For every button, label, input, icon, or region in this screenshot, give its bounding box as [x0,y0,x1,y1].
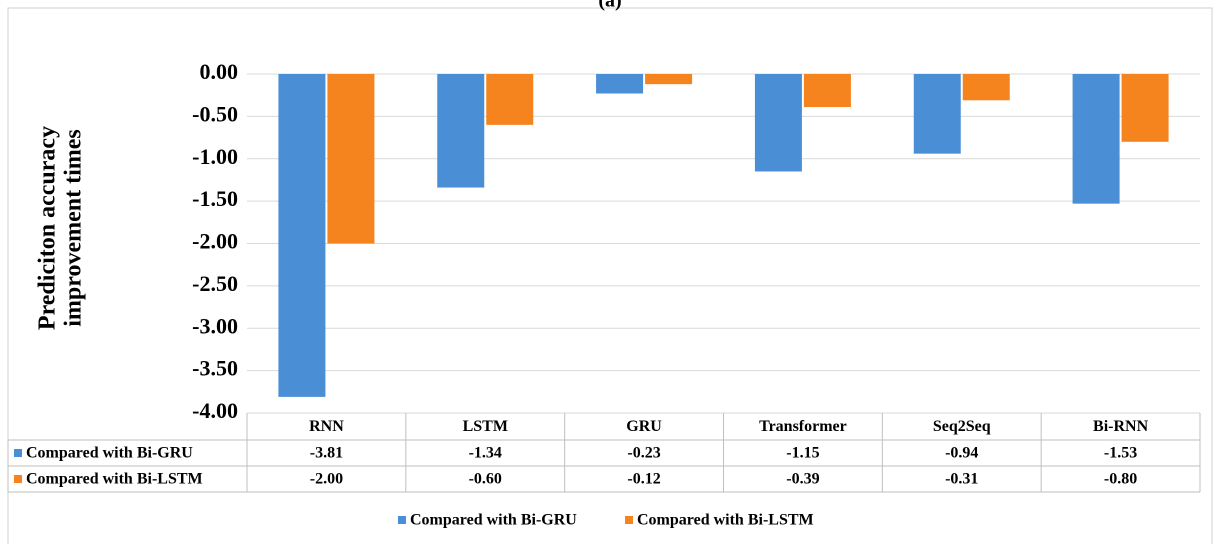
y-tick-label: -2.50 [192,271,238,296]
bar [486,74,534,125]
table-value: -0.31 [945,471,978,488]
chart-title: (a) [598,0,621,12]
bar [437,74,485,188]
legend-label: Compared with Bi-LSTM [637,512,814,529]
table-value: -0.39 [786,471,819,488]
x-tick-label: Transformer [759,418,847,435]
table-value: -1.15 [786,445,819,462]
table-value: -2.00 [310,471,343,488]
bar [1121,74,1169,142]
x-tick-label: Bi-RNN [1093,418,1149,435]
x-tick-label: Seq2Seq [933,418,991,435]
table-value: -1.53 [1104,445,1137,462]
y-tick-label: -3.00 [192,313,238,338]
x-tick-label: GRU [626,418,662,435]
table-value: -0.60 [469,471,502,488]
legend-label: Compared with Bi-GRU [410,512,577,529]
bar [596,74,644,94]
y-tick-label: 0.00 [200,59,239,84]
table-value: -1.34 [469,445,502,462]
chart-border [7,7,1213,544]
bar [327,74,375,244]
bar [754,74,802,172]
x-tick-label: LSTM [463,418,508,435]
legend-swatch [398,516,406,524]
table-row-label: Compared with Bi-LSTM [26,471,203,488]
y-axis-title: Prediciton accuracy improvement times [34,125,87,331]
table-value: -0.80 [1104,471,1137,488]
y-tick-label: -4.00 [192,398,238,423]
bar [645,74,693,85]
table-legend-swatch [14,449,22,457]
table-value: -0.12 [627,471,660,488]
y-tick-label: -2.00 [192,229,238,254]
table-value: -0.23 [627,445,660,462]
bar [962,74,1010,101]
bar [1072,74,1120,204]
y-tick-label: -3.50 [192,356,238,381]
legend-swatch [625,516,633,524]
y-tick-label: -0.50 [192,101,238,126]
table-value: -3.81 [310,445,343,462]
y-tick-label: -1.00 [192,144,238,169]
table-value: -0.94 [945,445,978,462]
y-tick-label: -1.50 [192,186,238,211]
bar [913,74,961,154]
x-tick-label: RNN [309,418,344,435]
bar [803,74,851,108]
bar [278,74,326,397]
table-row-label: Compared with Bi-GRU [26,445,193,462]
table-legend-swatch [14,475,22,483]
